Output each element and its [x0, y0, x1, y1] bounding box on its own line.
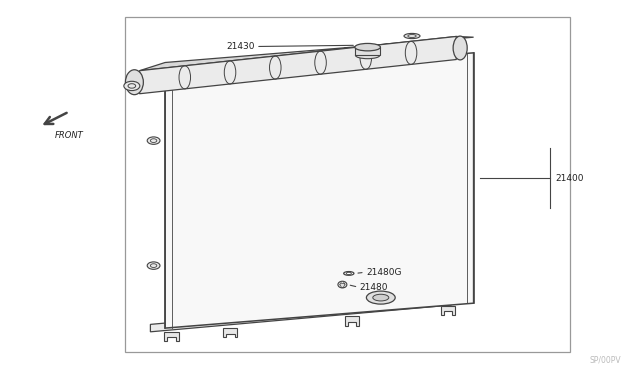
Polygon shape	[150, 298, 451, 332]
Polygon shape	[441, 306, 455, 315]
Circle shape	[147, 262, 160, 269]
Polygon shape	[165, 53, 474, 328]
Ellipse shape	[124, 81, 140, 90]
Text: FRONT: FRONT	[55, 131, 83, 140]
Polygon shape	[140, 36, 456, 94]
Ellipse shape	[344, 272, 354, 275]
Polygon shape	[164, 332, 179, 341]
Ellipse shape	[453, 36, 467, 60]
Text: SP/00PV: SP/00PV	[589, 356, 621, 365]
Text: 21480G: 21480G	[366, 268, 401, 277]
Ellipse shape	[372, 294, 388, 301]
Ellipse shape	[355, 44, 380, 51]
Polygon shape	[355, 47, 380, 55]
Text: 21400: 21400	[556, 173, 584, 183]
Polygon shape	[223, 328, 237, 337]
Ellipse shape	[338, 281, 347, 288]
Text: 21430: 21430	[226, 42, 255, 51]
Text: 21480: 21480	[360, 283, 388, 292]
Ellipse shape	[404, 33, 420, 39]
Circle shape	[147, 137, 160, 144]
Ellipse shape	[125, 70, 143, 95]
Ellipse shape	[366, 291, 395, 304]
Bar	[125, 17, 570, 352]
Ellipse shape	[355, 52, 380, 59]
Polygon shape	[140, 36, 474, 71]
Polygon shape	[345, 316, 359, 326]
